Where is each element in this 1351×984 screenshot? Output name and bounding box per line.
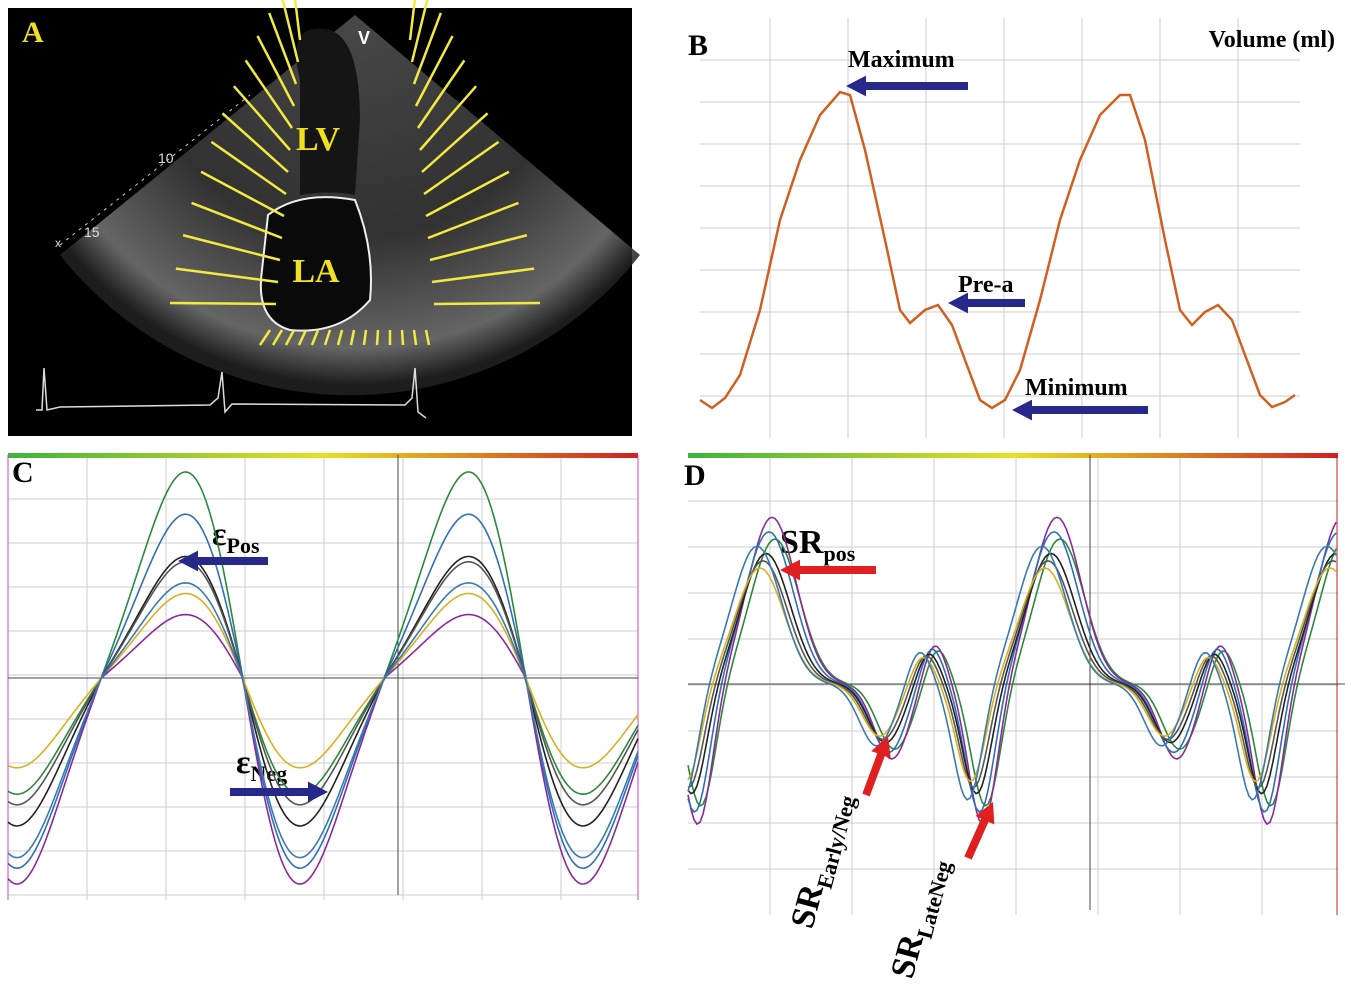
arrow <box>846 76 968 97</box>
arrow <box>964 802 994 860</box>
annotation: Minimum <box>1025 375 1128 401</box>
depth-label: 10 <box>158 150 174 166</box>
vector <box>377 330 378 345</box>
strain-curve <box>8 514 638 868</box>
volume-curve <box>700 92 1295 408</box>
panel-label: D <box>684 459 706 492</box>
panel-d: D SRpos SREarly/Neg SRLateNeg <box>684 453 1345 983</box>
annotation: Maximum <box>848 47 955 73</box>
annotation: SREarly/Neg <box>784 788 860 933</box>
strain-curve <box>8 472 638 794</box>
figure: A LV LA V 10 15 x B Volume (ml) Maximum … <box>0 0 1351 984</box>
color-bar <box>8 453 638 458</box>
subscript: pos <box>823 541 855 566</box>
apex-marker: V <box>358 28 370 48</box>
arrow <box>1012 400 1148 421</box>
lv-cavity <box>296 29 360 195</box>
la-label: LA <box>292 253 340 290</box>
cursor-marker: x <box>55 236 61 250</box>
vector <box>434 303 540 304</box>
symbol: ε <box>236 744 251 781</box>
subscript: LateNeg <box>912 858 957 941</box>
vector <box>170 303 276 304</box>
panel-label: A <box>22 16 44 49</box>
axis-title: Volume (ml) <box>1209 27 1335 53</box>
lv-label: LV <box>296 121 341 158</box>
annotation: SRLateNeg <box>884 854 956 984</box>
vector <box>402 330 403 345</box>
color-bar <box>688 453 1338 458</box>
subscript: Pos <box>227 533 260 558</box>
panel-b: B Volume (ml) Maximum Pre-a Minimum <box>688 18 1335 438</box>
panel-label: B <box>688 29 708 62</box>
panel-a: A LV LA V 10 15 x <box>8 0 640 436</box>
subscript: Early/Neg <box>812 793 861 892</box>
panel-c: C εPos εNeg <box>8 453 638 900</box>
panel-label: C <box>12 456 34 489</box>
depth-label: 15 <box>84 224 100 240</box>
